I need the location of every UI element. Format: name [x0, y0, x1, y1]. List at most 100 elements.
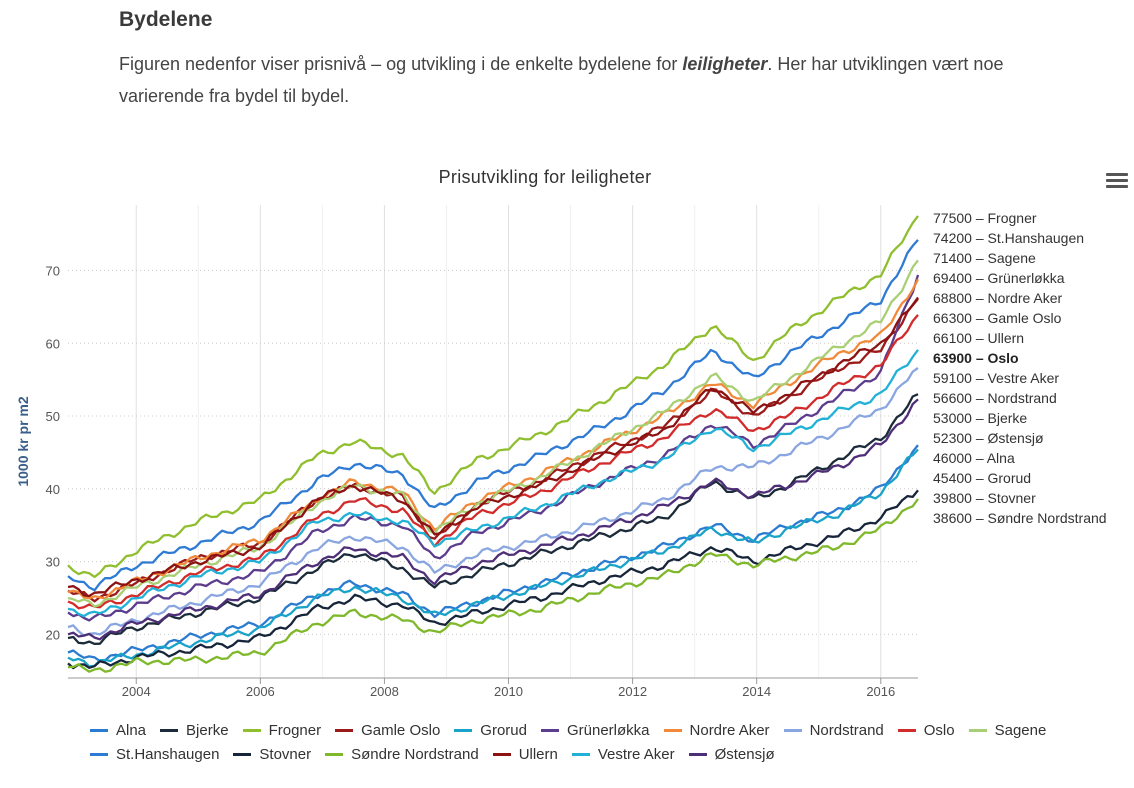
legend-item[interactable]: Ullern — [492, 745, 558, 763]
hamburger-menu-icon[interactable] — [1104, 170, 1130, 194]
legend-swatch-icon — [325, 752, 344, 756]
end-label: 74200 – St.Hanshaugen — [933, 230, 1084, 246]
legend-swatch-icon — [663, 728, 682, 732]
end-label: 66300 – Gamle Oslo — [933, 310, 1062, 326]
legend-item[interactable]: St.Hanshaugen — [90, 746, 219, 763]
legend-swatch-icon — [242, 728, 261, 732]
legend-swatch-icon — [897, 728, 916, 732]
legend-label: Bjerke — [186, 721, 229, 739]
legend-label: Søndre Nordstrand — [351, 745, 479, 763]
legend-item[interactable]: Stovner — [233, 746, 311, 763]
x-tick-label: 2012 — [618, 684, 647, 699]
intro-emphasis: leiligheter — [682, 54, 768, 74]
x-tick-label: 2016 — [866, 684, 895, 699]
legend-swatch-icon — [90, 728, 108, 732]
intro-text-before: Figuren nedenfor viser prisnivå – og utv… — [119, 54, 683, 74]
legend-swatch-icon — [783, 728, 802, 732]
legend-item[interactable]: Gamle Oslo — [335, 722, 440, 739]
series-line-oslo — [67, 314, 919, 610]
legend-label: Grünerløkka — [566, 721, 650, 739]
chart-legend: Alna Bjerke Frogner Gamle Oslo Grorud Grünerl… — [90, 718, 1090, 766]
legend-swatch-icon — [968, 728, 987, 732]
end-label: 66100 – Ullern — [933, 330, 1024, 346]
series-line-stovner — [67, 489, 919, 670]
legend-label: Østensjø — [714, 745, 775, 763]
chart-title: Prisutvikling for leiligheter — [438, 167, 652, 187]
legend-label: Vestre Aker — [597, 745, 675, 763]
y-axis-label: 1000 kr pr m2 — [15, 396, 31, 486]
end-label: 52300 – Østensjø — [933, 430, 1044, 446]
legend-label: Grorud — [480, 721, 527, 739]
end-label: 46000 – Alna — [933, 450, 1015, 466]
legend-label: Sagene — [994, 721, 1047, 739]
y-tick-label: 30 — [46, 555, 60, 570]
legend-swatch-icon — [492, 752, 511, 756]
x-tick-label: 2014 — [742, 684, 771, 699]
legend-label: Frogner — [268, 721, 322, 739]
legend-label: Nordstrand — [809, 721, 884, 739]
y-tick-label: 60 — [46, 336, 60, 351]
legend-label: Oslo — [923, 721, 955, 739]
legend-item[interactable]: Bjerke — [160, 722, 229, 739]
legend-swatch-icon — [688, 752, 707, 756]
legend-item[interactable]: Nordstrand — [783, 721, 884, 739]
x-tick-label: 2006 — [246, 684, 275, 699]
series-line-bjerke — [67, 393, 919, 646]
series-line-s-ndre-nordstrand — [67, 498, 919, 673]
end-label: 71400 – Sagene — [933, 250, 1036, 266]
legend-item[interactable]: Frogner — [242, 721, 322, 739]
y-tick-label: 40 — [46, 482, 60, 497]
series-line-nordre-aker — [67, 278, 920, 600]
legend-item[interactable]: Østensjø — [688, 745, 775, 763]
y-tick-label: 20 — [46, 627, 60, 642]
series-line-vestre-aker — [67, 349, 919, 618]
end-label: 69400 – Grünerløkka — [933, 270, 1065, 286]
end-label: 38600 – Søndre Nordstrand — [933, 510, 1107, 526]
x-tick-label: 2010 — [494, 684, 523, 699]
end-label: 56600 – Nordstrand — [933, 390, 1057, 406]
legend-swatch-icon — [90, 752, 108, 756]
end-label: 68800 – Nordre Aker — [933, 290, 1063, 306]
y-tick-label: 70 — [46, 263, 60, 278]
intro-paragraph: Figuren nedenfor viser prisnivå – og utv… — [119, 48, 1059, 112]
legend-swatch-icon — [540, 728, 559, 732]
legend-item[interactable]: Alna — [90, 722, 146, 739]
legend-label: Gamle Oslo — [361, 721, 441, 739]
series-line-nordstrand — [67, 367, 919, 637]
series-line-grorud — [67, 448, 919, 668]
legend-swatch-icon — [571, 752, 590, 756]
legend-item[interactable]: Oslo — [897, 721, 955, 739]
legend-item[interactable]: Grünerløkka — [540, 721, 650, 739]
series-line-st-hanshaugen — [67, 239, 919, 592]
end-label: 59100 – Vestre Aker — [933, 370, 1059, 386]
end-label: 63900 – Oslo — [933, 350, 1019, 366]
legend-item[interactable]: Grorud — [454, 722, 527, 739]
legend-row: Alna Bjerke Frogner Gamle Oslo Grorud Grünerl… — [90, 718, 1090, 742]
x-tick-label: 2008 — [370, 684, 399, 699]
intro-text-after: . Her har utviklingen vært noe varierend… — [119, 54, 1004, 106]
y-tick-label: 50 — [46, 409, 60, 424]
legend-label: Ullern — [518, 745, 558, 763]
end-label: 53000 – Bjerke — [933, 410, 1027, 426]
legend-item[interactable]: Sagene — [968, 721, 1047, 739]
series-line-alna — [67, 444, 919, 663]
end-label: 45400 – Grorud — [933, 470, 1031, 486]
legend-item[interactable]: Nordre Aker — [663, 721, 770, 739]
end-label: 39800 – Stovner — [933, 490, 1036, 506]
series-line-ullern — [67, 298, 919, 598]
x-tick-label: 2004 — [122, 684, 151, 699]
legend-label: St.Hanshaugen — [116, 745, 220, 763]
legend-swatch-icon — [454, 728, 473, 732]
legend-swatch-icon — [160, 728, 179, 732]
legend-item[interactable]: Søndre Nordstrand — [325, 746, 479, 763]
series-line-sagene — [67, 259, 919, 608]
legend-label: Nordre Aker — [689, 721, 770, 739]
section-heading: Bydelene — [119, 8, 213, 31]
legend-row: St.Hanshaugen Stovner Søndre Nordstrand Ull… — [90, 742, 1090, 766]
series-line-frogner — [67, 215, 919, 579]
legend-item[interactable]: Vestre Aker — [571, 745, 675, 763]
end-label: 77500 – Frogner — [933, 210, 1037, 226]
series-line--stensj- — [67, 398, 919, 641]
legend-swatch-icon — [335, 728, 354, 732]
